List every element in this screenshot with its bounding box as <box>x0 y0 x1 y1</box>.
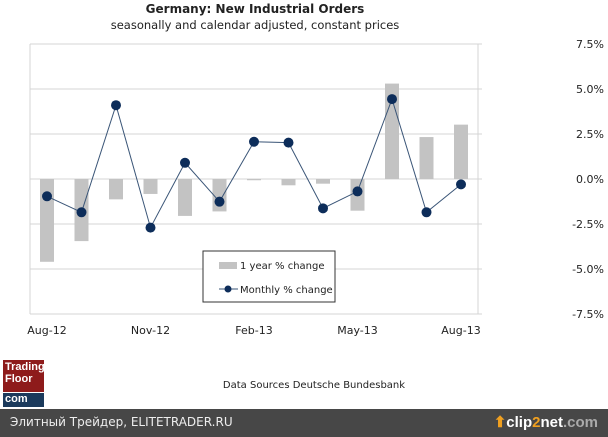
legend-bar-swatch <box>219 262 237 269</box>
legend-label-monthly: Monthly % change <box>240 285 333 296</box>
clip2net-logo: ⬆clip2net.com <box>493 414 598 431</box>
point-Jan-13 <box>214 196 225 207</box>
bar-Dec-12 <box>178 179 192 216</box>
legend-marker <box>224 285 232 293</box>
point-Aug-13 <box>456 179 466 190</box>
point-May-13 <box>352 186 363 197</box>
logo-line2: Floor <box>5 373 33 385</box>
footer-bar: Элитный Трейдер, ELITETRADER.RU ⬆clip2ne… <box>0 409 608 437</box>
bar-Aug-13 <box>454 124 468 179</box>
point-Oct-12 <box>111 100 121 111</box>
bar-Feb-13 <box>247 179 261 181</box>
x-tick-label: Nov-12 <box>131 324 170 337</box>
logo-line1: Trading <box>5 361 45 373</box>
x-tick-label: Aug-13 <box>441 324 480 337</box>
bar-Oct-12 <box>109 179 123 200</box>
chart: 7.5% 5.0% 2.5% 0.0% -2.5% -5.0% -7.5% Aug-12 Nov… <box>27 38 604 337</box>
bar-Jul-13 <box>419 137 434 179</box>
point-Dec-12 <box>180 157 190 168</box>
data-source: Data Sources Deutsche Bundesbank <box>222 380 406 391</box>
x-tick-label: May-13 <box>337 324 378 337</box>
legend-label-yearly: 1 year % change <box>240 261 325 272</box>
bar-Apr-13 <box>316 179 330 184</box>
legend-box <box>202 250 336 303</box>
y-tick-label: 5.0% <box>576 83 604 96</box>
point-Jun-13 <box>387 94 397 105</box>
x-tick-label: Aug-12 <box>27 324 66 337</box>
point-Apr-13 <box>318 203 328 214</box>
tradingfloor-logo: Trading Floor com <box>3 360 45 407</box>
y-tick-label: 2.5% <box>576 128 604 141</box>
upload-arrow-icon: ⬆ <box>493 414 507 431</box>
point-Mar-13 <box>283 137 294 148</box>
y-tick-label: -7.5% <box>572 308 604 321</box>
x-tick-label: Feb-13 <box>235 324 272 337</box>
chart-subtitle: seasonally and calendar adjusted, consta… <box>110 18 400 32</box>
y-tick-label: -2.5% <box>572 218 604 231</box>
point-Sep-12 <box>76 207 87 218</box>
logo-line3: com <box>3 393 44 407</box>
footer-site: Элитный Трейдер, ELITETRADER.RU <box>10 415 233 429</box>
point-Nov-12 <box>145 222 156 233</box>
y-tick-label: 7.5% <box>576 38 604 51</box>
point-Feb-13 <box>249 136 259 147</box>
point-Jul-13 <box>421 207 432 218</box>
bar-Mar-13 <box>281 179 296 186</box>
chart-title: Germany: New Industrial Orders <box>145 2 365 16</box>
y-tick-label: 0.0% <box>576 173 604 186</box>
y-tick-label: -5.0% <box>572 263 604 276</box>
point-Aug-12 <box>42 191 52 202</box>
bar-Nov-12 <box>143 179 158 194</box>
